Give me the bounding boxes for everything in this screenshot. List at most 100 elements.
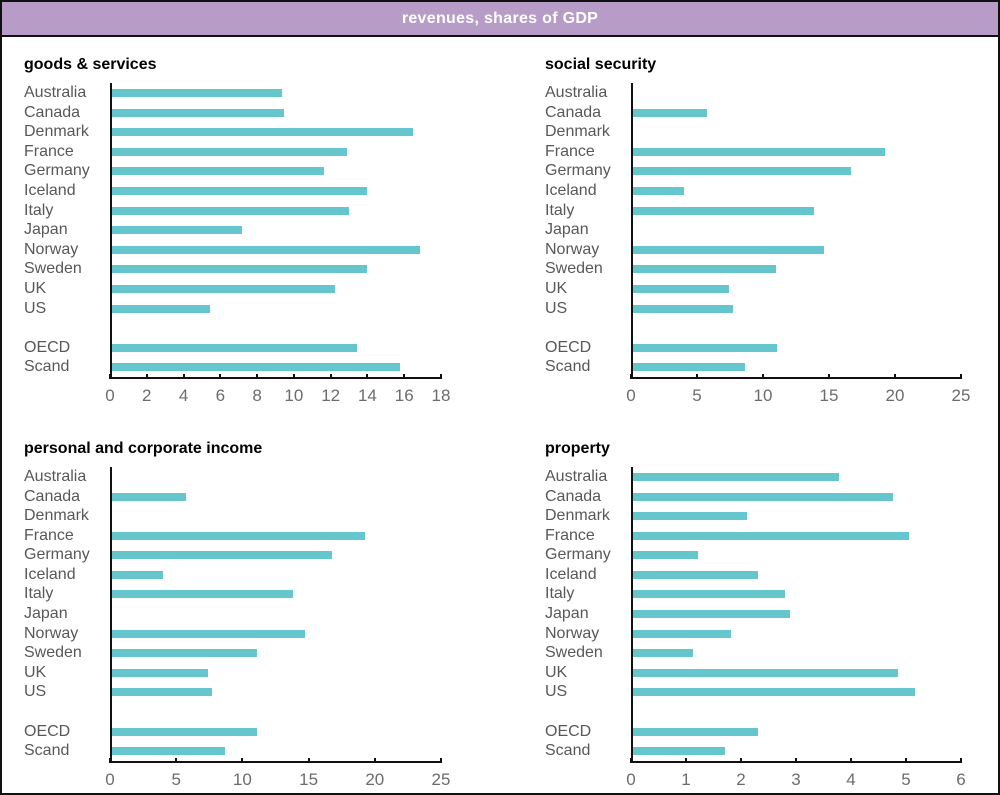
bar [633, 492, 893, 501]
category-label: Iceland [545, 565, 597, 583]
axis-tick-label: 10 [284, 385, 304, 405]
chart-panel: property Australia Canada Denmark France Germ… [500, 421, 998, 793]
bar [112, 206, 350, 215]
category-label: Australia [545, 467, 608, 485]
bar-track [110, 259, 438, 279]
bar-track [631, 643, 958, 663]
category-label: US [545, 683, 568, 701]
category-label: Iceland [545, 181, 597, 199]
category-label: Scand [545, 742, 591, 760]
axis-tick [685, 757, 687, 763]
category-label: France [545, 526, 595, 544]
axis-tick-label: 0 [105, 769, 115, 789]
category-label: OECD [545, 338, 592, 356]
bar [633, 531, 910, 540]
bar-track [631, 220, 958, 240]
category-label: UK [24, 663, 47, 681]
axis-tick-label: 6 [215, 385, 226, 405]
page-title: revenues, shares of GDP [2, 2, 998, 37]
category-label: Japan [545, 221, 589, 239]
plot-area: Australia Canada Denmark France Germany Icela… [545, 466, 966, 793]
bar-track [110, 337, 438, 358]
bar-track [631, 682, 958, 703]
axis-tick-label: 20 [365, 769, 385, 789]
bar [112, 89, 283, 97]
axis-tick-label: 5 [901, 769, 911, 789]
bar-track [631, 239, 958, 260]
category-label: Norway [545, 624, 600, 642]
category-label: Italy [24, 201, 54, 219]
axis-tick-label: 0 [626, 385, 636, 405]
axis-tick [109, 373, 111, 379]
axis-tick-label: 3 [791, 769, 801, 789]
bar-track [631, 466, 958, 487]
bar [633, 167, 852, 176]
axis-tick [905, 757, 907, 763]
bar [633, 265, 776, 274]
bar-track [631, 564, 958, 585]
category-label: US [545, 299, 568, 317]
bar-track [110, 662, 438, 683]
axis-tick [145, 373, 148, 379]
category-label: Scand [545, 358, 591, 376]
axis-tick-label: 4 [178, 385, 189, 405]
category-label: Germany [545, 162, 611, 180]
category-label: UK [545, 663, 568, 681]
axis-tick [241, 757, 244, 763]
chart-panel: personal and corporate income Australia Ca… [2, 421, 500, 793]
bar [112, 363, 400, 372]
axis-tick [373, 757, 376, 763]
axis-tick [109, 757, 111, 763]
axis-tick [960, 757, 962, 763]
axis-tick [960, 373, 962, 379]
bar [633, 186, 684, 195]
category-label: Italy [545, 585, 575, 603]
bar [112, 265, 368, 274]
axis-spacer [24, 761, 110, 781]
bar [633, 108, 708, 117]
bar-track [110, 623, 438, 644]
axis-spacer [545, 377, 631, 397]
category-label: Iceland [24, 181, 76, 199]
bar-track [110, 102, 438, 123]
bar-track [631, 122, 958, 142]
bar [633, 343, 778, 352]
category-label: France [24, 142, 74, 160]
category-label: Italy [24, 585, 54, 603]
bar-track [631, 604, 958, 624]
axis-tick [850, 757, 852, 763]
axis-tick-label: 15 [819, 385, 839, 405]
bar-track [631, 180, 958, 201]
bar [112, 688, 213, 697]
axis-tick-label: 20 [885, 385, 905, 405]
axis-tick-label: 2 [142, 385, 152, 405]
category-label: Japan [545, 605, 589, 623]
bar-track [110, 161, 438, 181]
axis-tick [307, 757, 310, 763]
category-label: Australia [24, 467, 87, 485]
bar [112, 186, 368, 195]
category-label: US [24, 683, 47, 701]
bar-track [110, 584, 438, 605]
axis-tick [256, 373, 259, 379]
category-label: Denmark [545, 507, 610, 525]
bar-track [110, 239, 438, 260]
bar [112, 629, 305, 638]
bar [112, 284, 335, 293]
category-label: France [545, 142, 595, 160]
category-label: OECD [24, 722, 71, 740]
bar [633, 206, 814, 215]
axis-tick-label: 8 [252, 385, 262, 405]
chart-title: goods & services [24, 56, 157, 73]
category-label: UK [24, 279, 47, 297]
category-label: Denmark [545, 123, 610, 141]
bar-track [631, 259, 958, 279]
bar [633, 245, 825, 254]
axis-tick [366, 373, 369, 379]
bar [112, 343, 357, 352]
bar-track [631, 506, 958, 526]
axis-tick-label: 2 [736, 769, 746, 789]
category-label: Norway [24, 240, 79, 258]
bar [633, 551, 698, 560]
